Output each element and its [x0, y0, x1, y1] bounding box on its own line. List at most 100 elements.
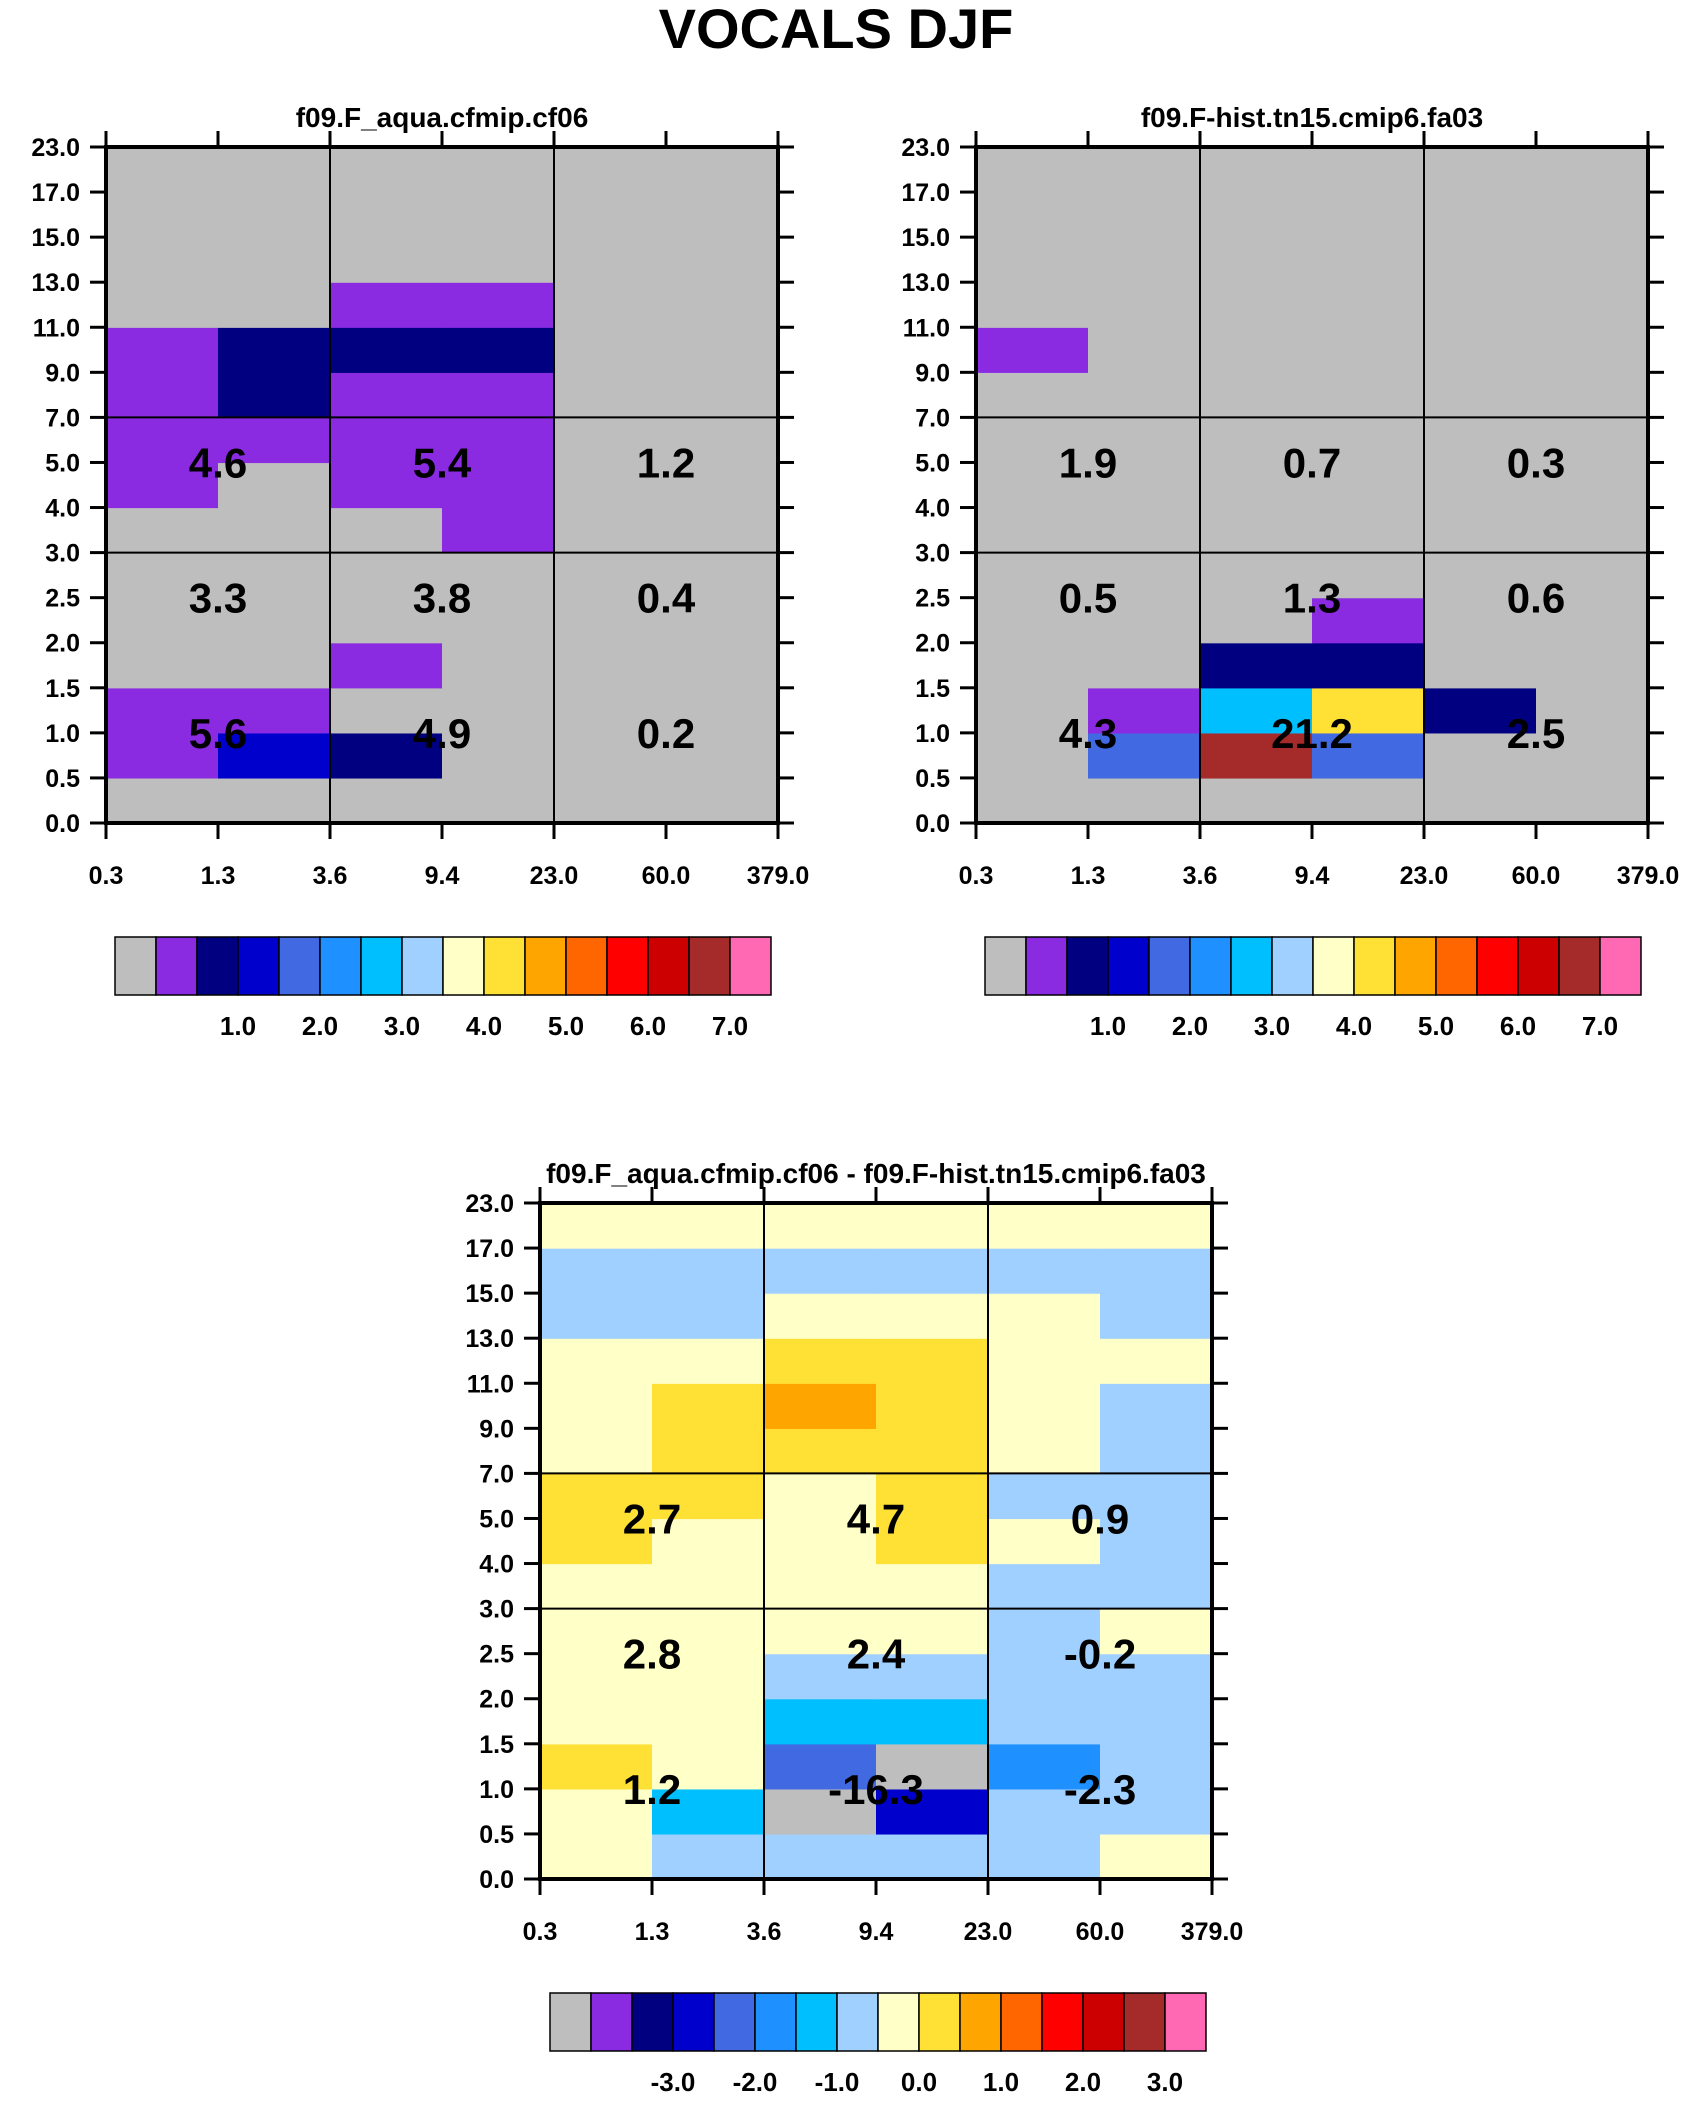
tick-marks [960, 131, 1664, 839]
heatmap-cell [330, 372, 443, 418]
colorbar-swatch [688, 936, 731, 996]
heatmap-cell [1312, 462, 1425, 509]
heatmap-cell [1200, 237, 1313, 283]
y-tick-label: 11.0 [467, 1370, 514, 1398]
heatmap-cells [540, 1203, 1213, 1880]
y-tick-label: 0.5 [915, 765, 950, 793]
heatmap-cell [442, 192, 555, 238]
heatmap-cell [554, 597, 667, 644]
colorbar-label: 4.0 [1336, 1011, 1372, 1041]
heatmap-cell [764, 1428, 877, 1474]
heatmap-cell [554, 192, 667, 238]
heatmap-cell [442, 687, 555, 734]
x-tick-label: 9.4 [859, 1918, 894, 1946]
heatmap-cell [106, 552, 219, 599]
heatmap-cell [876, 1338, 989, 1384]
colorbar-label: 2.0 [302, 1011, 338, 1041]
heatmap-cell [218, 552, 331, 599]
heatmap-cell [1200, 552, 1313, 599]
heatmap-cell [1088, 417, 1201, 464]
heatmap-cell [1312, 507, 1425, 554]
x-tick-label: 379.0 [747, 862, 810, 890]
box-grid [540, 1203, 1212, 1879]
heatmap-cell [106, 192, 219, 238]
heatmap-cell [106, 597, 219, 644]
heatmap-cell [876, 1473, 989, 1520]
heatmap-cell [554, 732, 667, 779]
heatmap-cell [652, 1203, 765, 1249]
heatmap-cell [1100, 1338, 1213, 1384]
heatmap-cell [652, 1743, 765, 1790]
box-value-label: 4.7 [847, 1495, 905, 1542]
heatmap-cell [988, 1653, 1101, 1700]
heatmap-cell [540, 1473, 653, 1520]
box-value-label: 1.9 [1059, 439, 1117, 486]
colorbar-swatch [590, 1992, 633, 2052]
colorbar-label: 7.0 [712, 1011, 748, 1041]
heatmap-cell [1424, 597, 1537, 644]
panel-title: f09.F-hist.tn15.cmip6.fa03 [1141, 102, 1483, 133]
heatmap-cell [764, 1788, 877, 1835]
heatmap-cell [218, 417, 331, 464]
heatmap-cell [876, 1743, 989, 1790]
heatmap-cell [1536, 417, 1649, 464]
heatmap-cell [988, 1473, 1101, 1520]
heatmap-cell [554, 642, 667, 689]
heatmap-cell [218, 192, 331, 238]
heatmap-cell [764, 1698, 877, 1745]
heatmap-cell [1424, 777, 1537, 824]
heatmap-cell [666, 732, 779, 779]
heatmap-cell [666, 597, 779, 644]
heatmap-cell [1312, 552, 1425, 599]
heatmap-cell [988, 1293, 1101, 1339]
heatmap-cell [330, 147, 443, 193]
heatmap-cell [1424, 372, 1537, 418]
heatmap-cell [554, 327, 667, 373]
heatmap-cell [764, 1248, 877, 1294]
heatmap-cell [442, 507, 555, 554]
colorbar-swatch [155, 936, 198, 996]
heatmap-cell [876, 1698, 989, 1745]
heatmap-cell [1088, 732, 1201, 779]
heatmap-cell [652, 1293, 765, 1339]
heatmap-cell [442, 462, 555, 509]
x-tick-label: 60.0 [1076, 1918, 1125, 1946]
heatmap-cells [976, 147, 1649, 824]
heatmap-cell [1100, 1203, 1213, 1249]
y-tick-label: 15.0 [31, 224, 80, 252]
heatmap-cell [1536, 777, 1649, 824]
heatmap-cell [540, 1248, 653, 1294]
heatmap-cell [1100, 1383, 1213, 1429]
colorbar-swatch [1599, 936, 1642, 996]
y-tick-label: 9.0 [915, 359, 950, 387]
heatmap-cell [1200, 282, 1313, 328]
heatmap-cell [554, 282, 667, 328]
heatmap-cell [988, 1338, 1101, 1384]
heatmap-cell [652, 1698, 765, 1745]
heatmap-cell [976, 417, 1089, 464]
heatmap-cell [988, 1248, 1101, 1294]
heatmap-cell [1312, 372, 1425, 418]
heatmap-cell [1536, 192, 1649, 238]
heatmap-cell [1536, 462, 1649, 509]
y-tick-label: 2.0 [45, 630, 80, 658]
y-tick-label: 7.0 [45, 404, 80, 432]
colorbar-label: 6.0 [1500, 1011, 1536, 1041]
heatmap-cell [666, 552, 779, 599]
y-tick-label: 0.0 [479, 1866, 514, 1894]
heatmap-cell [666, 507, 779, 554]
y-tick-label: 17.0 [465, 1235, 514, 1263]
colorbar-swatch [918, 1992, 961, 2052]
heatmap-cell [1424, 237, 1537, 283]
x-tick-label: 23.0 [530, 862, 579, 890]
heatmap-cell [976, 192, 1089, 238]
colorbar-swatch [1353, 936, 1396, 996]
heatmap-cell [218, 507, 331, 554]
heatmap-cell [218, 687, 331, 734]
heatmap-cell [1536, 687, 1649, 734]
heatmap-cell [988, 1833, 1101, 1880]
heatmap-cell [1424, 552, 1537, 599]
heatmap-cell [1424, 147, 1537, 193]
colorbar-swatch [524, 936, 567, 996]
heatmap-cell [764, 1608, 877, 1655]
